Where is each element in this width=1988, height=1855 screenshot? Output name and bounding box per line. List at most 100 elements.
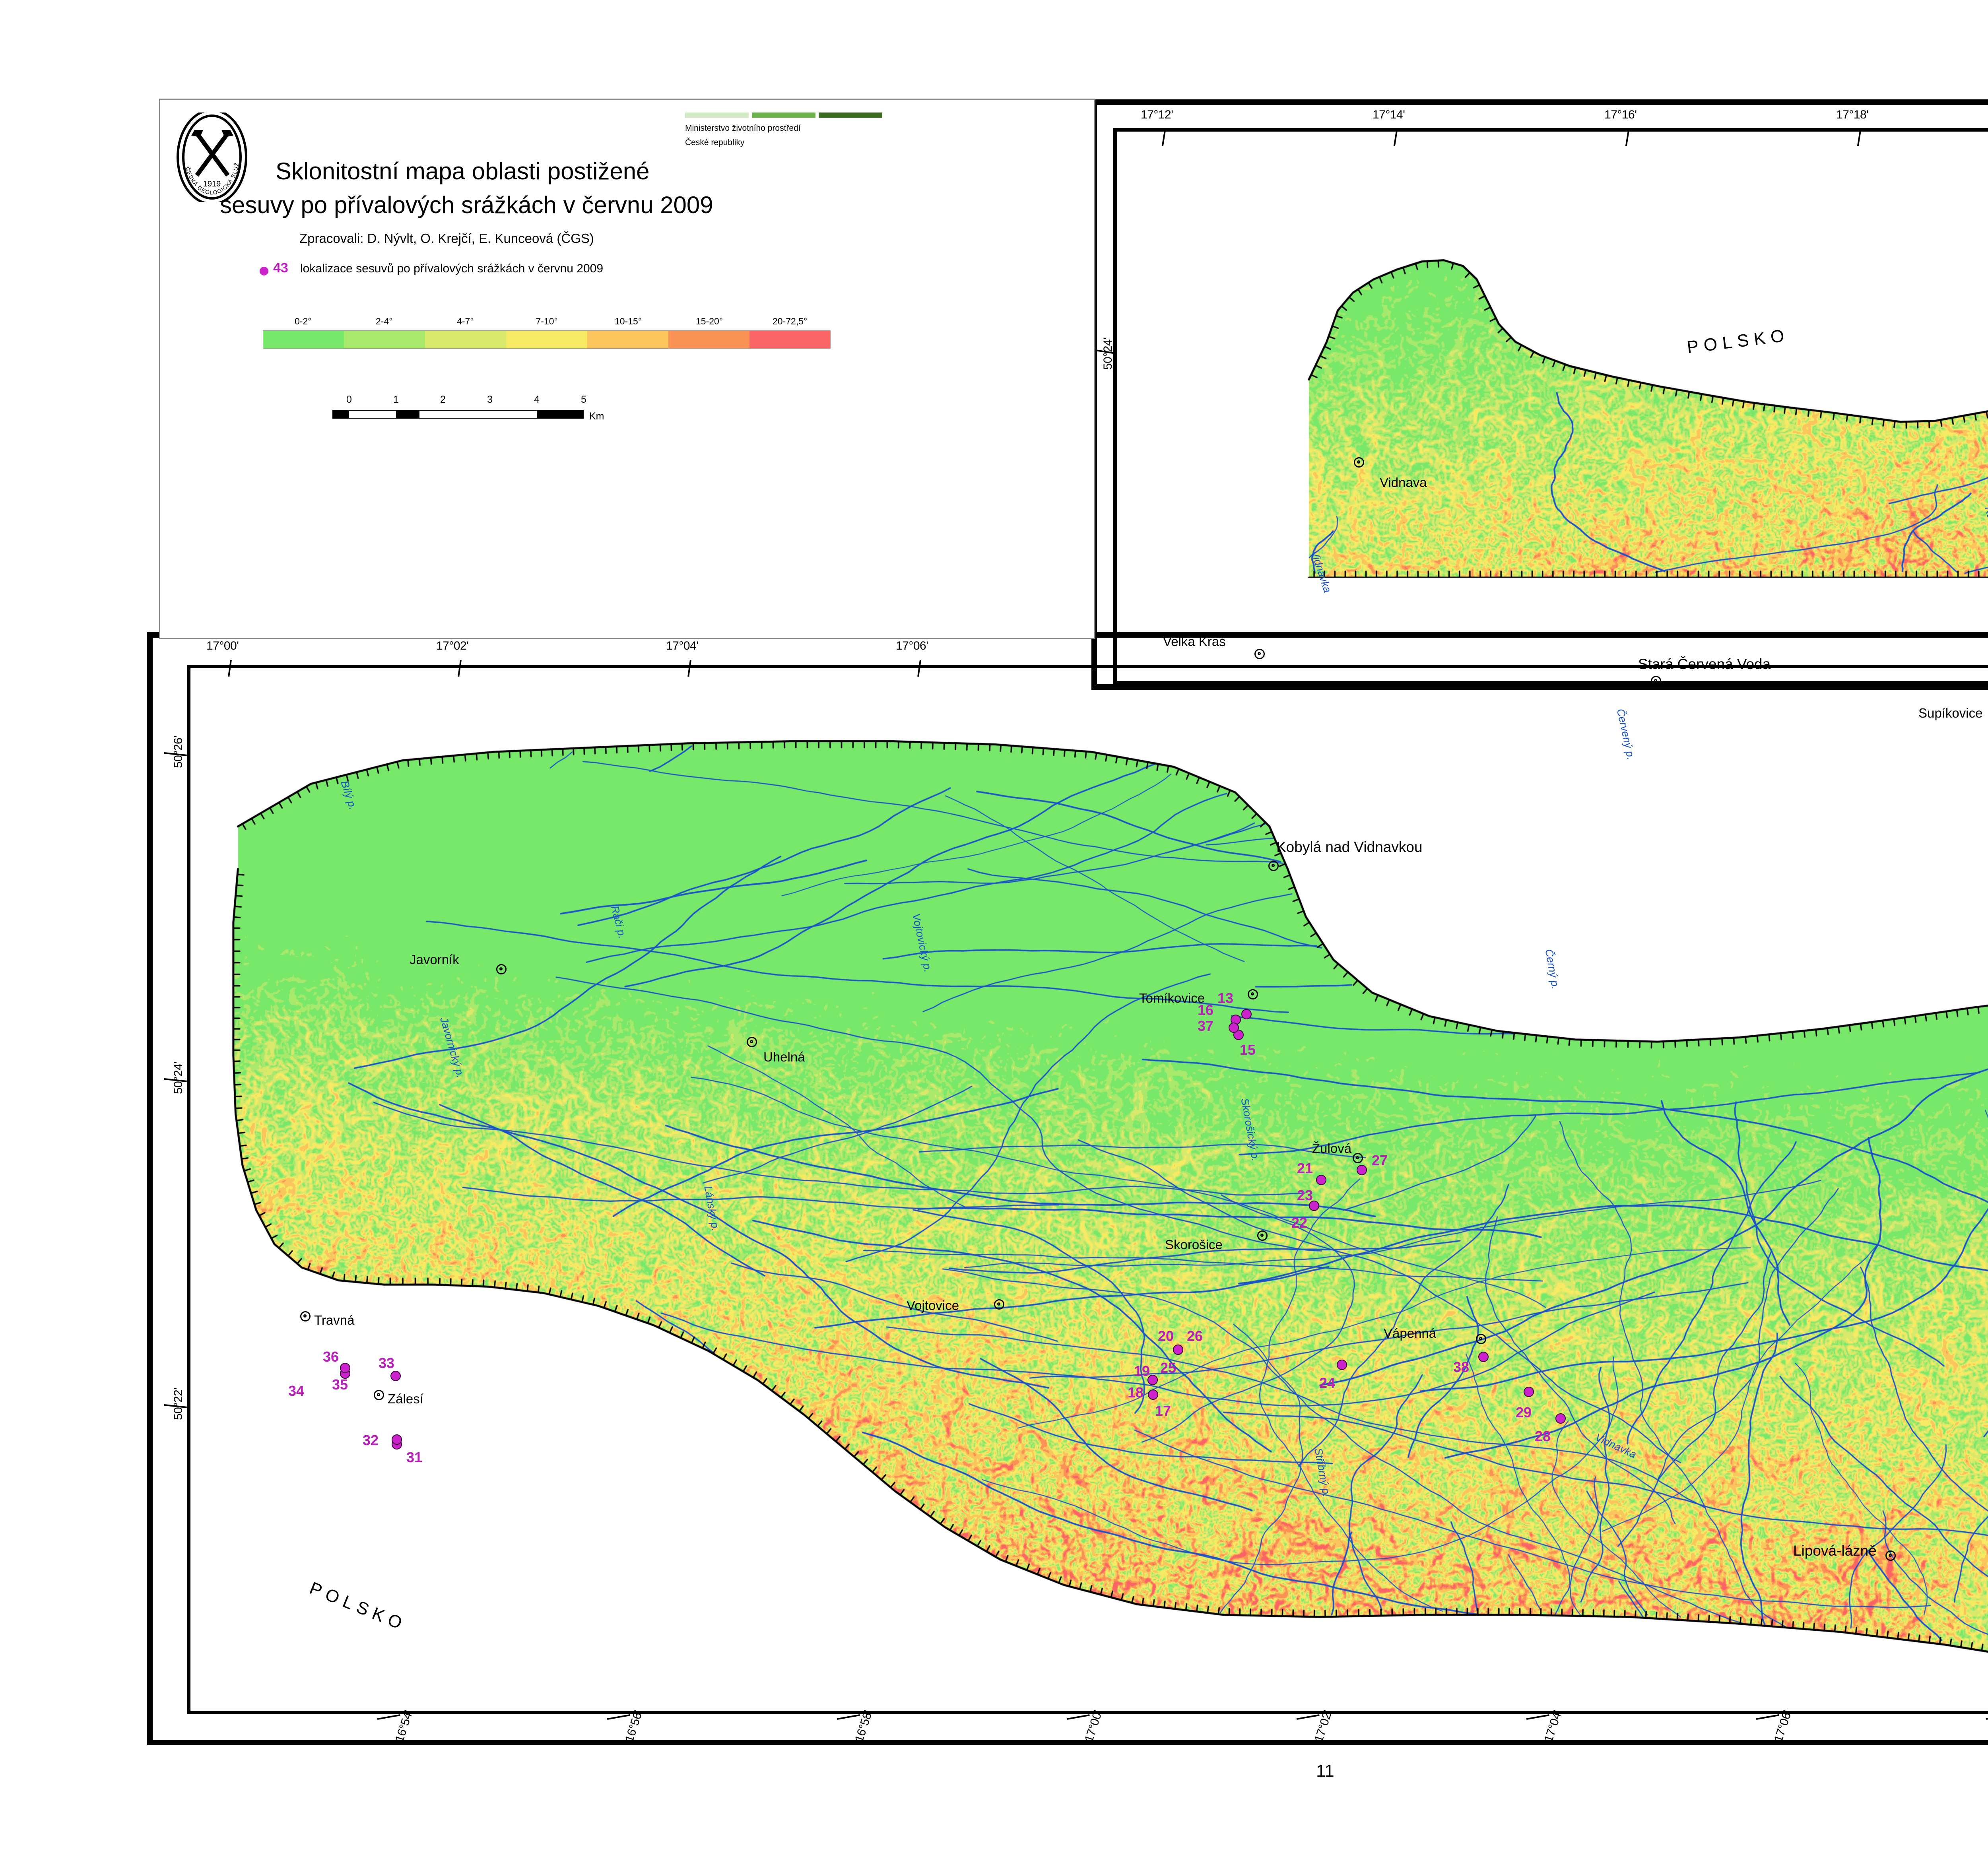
lon-tick-lowerpanel-top-1: 17°02' (436, 639, 469, 652)
landslide-number-35: 35 (332, 1376, 348, 1393)
landslide-dot-17[interactable] (1148, 1389, 1158, 1400)
lat-tick-left-1: 50°24' (172, 1061, 185, 1094)
landslide-dot-29[interactable] (1524, 1387, 1534, 1397)
settlement-label-kobyl-nad-vidnavkou: Kobylá nad Vidnavkou (1276, 839, 1423, 855)
landslide-number-24: 24 (1319, 1375, 1336, 1391)
lat-tick-left-0: 50°26' (172, 735, 185, 768)
landslide-number-25: 25 (1160, 1360, 1176, 1376)
settlement-symbol-lipov-l-zn- (1885, 1550, 1896, 1561)
landslide-dot-37[interactable] (1229, 1023, 1239, 1033)
landslide-number-13: 13 (1217, 990, 1234, 1006)
landslide-dot-28[interactable] (1555, 1413, 1566, 1424)
settlement-label-vidnava: Vidnava (1380, 475, 1427, 490)
slope-swatch-label-2: 4-7° (457, 316, 474, 326)
settlement-symbol-uheln- (747, 1037, 757, 1047)
settlement-label-v-penn-: Vápenná (1384, 1326, 1437, 1341)
legend-marker-text: lokalizace sesuvů po přívalových srážkác… (300, 262, 604, 275)
landslide-number-31: 31 (406, 1449, 423, 1465)
landslide-number-34: 34 (288, 1383, 305, 1399)
ministry-line-2: České republiky (685, 138, 745, 147)
legend-panel: 1919 ČESKÁ GEOLOGICKÁ SLUŽBA Ministerstv… (159, 99, 1095, 639)
settlement-label-uheln-: Uhelná (763, 1050, 805, 1064)
landslide-number-22: 22 (1291, 1215, 1308, 1231)
settlement-symbol-tom-kovice (1248, 989, 1258, 999)
slope-swatch-label-5: 15-20° (696, 316, 723, 326)
settlement-label-z-les-: Zálesí (388, 1391, 423, 1406)
landslide-dot-23[interactable] (1309, 1201, 1319, 1211)
settlement-symbol-skoro-ice (1257, 1230, 1268, 1241)
landslide-number-27: 27 (1372, 1152, 1388, 1168)
settlement-symbol-z-les- (374, 1390, 384, 1400)
slope-swatch-label-0: 0-2° (295, 316, 312, 326)
settlement-label-star-erven-voda: Stará Červená Voda (1638, 656, 1771, 672)
slope-swatch-2 (425, 330, 506, 349)
slope-swatch-label-6: 20-72,5° (773, 316, 808, 326)
slope-swatch-1 (344, 330, 425, 349)
landslide-dot-13[interactable] (1241, 1009, 1252, 1019)
settlement-label-lipov-l-zn-: Lipová-lázně (1793, 1543, 1877, 1559)
landslide-number-17: 17 (1155, 1403, 1171, 1419)
settlement-symbol-kobyl-nad-vidnavkou (1268, 861, 1279, 871)
settlement-symbol-travn- (300, 1311, 311, 1321)
lon-tick-lowerpanel-top-0: 17°00' (206, 639, 239, 652)
landslide-number-23: 23 (1297, 1187, 1313, 1203)
landslide-number-37: 37 (1198, 1018, 1214, 1034)
ministry-bar-dark (819, 113, 882, 118)
slope-swatch-label-1: 2-4° (376, 316, 393, 326)
ministry-bar-light (685, 113, 749, 118)
scale-tick-1: 1 (393, 394, 399, 405)
settlement-label-javorn-k: Javorník (410, 952, 459, 967)
svg-text:1919: 1919 (203, 180, 221, 188)
map-title-line-1: Sklonitostní mapa oblasti postižené (276, 158, 650, 184)
landslide-number-21: 21 (1297, 1160, 1313, 1176)
settlement-label--ulov-: Žulová (1312, 1141, 1352, 1156)
settlement-symbol-star-erven-voda (1651, 676, 1661, 686)
landslide-dot-19[interactable] (1147, 1375, 1158, 1385)
landslide-number-36: 36 (323, 1349, 339, 1365)
settlement-label-velk-kra-: Velká Kraš (1163, 634, 1226, 649)
landslide-number-20: 20 (1158, 1328, 1174, 1344)
landslide-dot-26[interactable] (1173, 1345, 1183, 1355)
map-title-line-2: sesuvy po přívalových srážkách v červnu … (220, 192, 713, 218)
settlement-label-tom-kovice: Tomíkovice (1139, 991, 1205, 1005)
landslide-number-15: 15 (1240, 1042, 1256, 1058)
slope-ramp-border (263, 330, 831, 349)
upper-map-inner-frame (1113, 128, 1988, 685)
scale-tick-2: 2 (440, 394, 446, 405)
slope-swatch-4 (587, 330, 668, 349)
cgs-logo: 1919 ČESKÁ GEOLOGICKÁ SLUŽBA (169, 107, 253, 205)
lon-tick-top-2: 17°16' (1604, 108, 1637, 121)
lon-tick-top-3: 17°18' (1836, 108, 1869, 121)
landslide-dot-33[interactable] (390, 1371, 401, 1381)
slope-swatch-label-3: 7-10° (536, 316, 558, 326)
landslide-dot-24[interactable] (1337, 1360, 1347, 1370)
ministry-bar-mid (752, 113, 815, 118)
settlement-symbol-javorn-k (496, 964, 507, 974)
scale-tick-3: 3 (487, 394, 493, 405)
ministry-line-1: Ministerstvo životního prostředí (685, 124, 801, 133)
landslide-number-26: 26 (1187, 1328, 1203, 1344)
landslide-number-29: 29 (1516, 1404, 1532, 1420)
lon-tick-lowerpanel-top-2: 17°04' (666, 639, 699, 652)
lon-tick-top-1: 17°14' (1373, 108, 1405, 121)
settlement-symbol-vidnava (1354, 457, 1364, 468)
scale-bar-unit: Km (589, 411, 604, 422)
scale-bar-segment-4 (537, 411, 584, 418)
landslide-number-19: 19 (1134, 1363, 1150, 1379)
landslide-number-33: 33 (379, 1355, 395, 1371)
landslide-dot-38[interactable] (1478, 1352, 1489, 1362)
landslide-dot-21[interactable] (1316, 1175, 1326, 1185)
landslide-dot-32[interactable] (392, 1434, 402, 1445)
map-raster-main (197, 656, 1988, 1721)
slope-swatch-6 (749, 330, 831, 349)
landslide-number-18: 18 (1128, 1384, 1144, 1401)
landslide-dot-27[interactable] (1357, 1165, 1367, 1175)
settlement-symbol-v-penn- (1476, 1334, 1486, 1344)
landslide-number-16: 16 (1198, 1002, 1214, 1018)
landslide-dot-36[interactable] (340, 1363, 350, 1373)
scale-bar-segment-2 (396, 411, 419, 418)
landslide-number-28: 28 (1535, 1428, 1551, 1444)
settlement-symbol--ulov- (1353, 1153, 1363, 1163)
lat-tick-left-2: 50°22' (172, 1387, 185, 1420)
